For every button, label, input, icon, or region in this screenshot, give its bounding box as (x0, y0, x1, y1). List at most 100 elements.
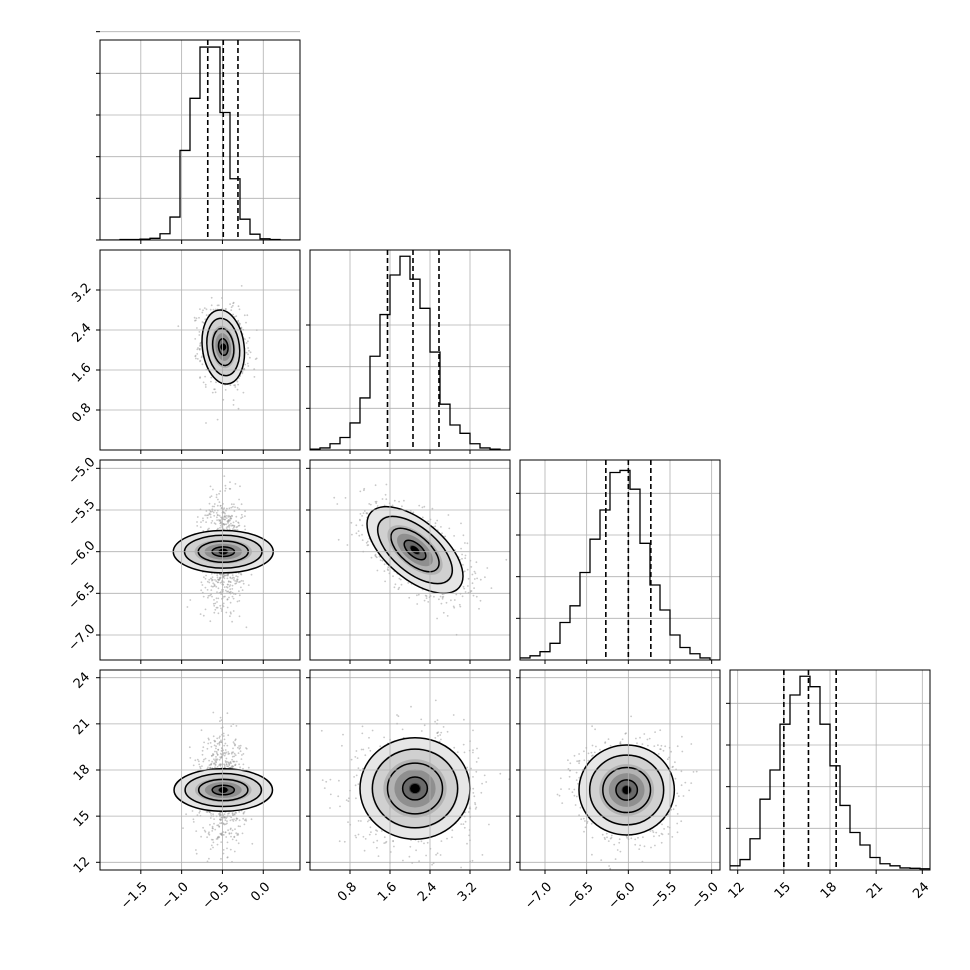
scatter-point (247, 340, 249, 343)
scatter-point (209, 811, 211, 814)
scatter-point (244, 363, 247, 366)
scatter-point (217, 612, 220, 615)
scatter-point (207, 514, 210, 517)
scatter-point (376, 839, 379, 842)
scatter-point (199, 613, 202, 615)
scatter-point (234, 384, 237, 387)
scatter-point (192, 821, 195, 823)
scatter-point (229, 766, 232, 769)
scatter-point (391, 504, 394, 507)
scatter-point (394, 583, 397, 586)
scatter-point (387, 566, 390, 569)
scatter-point (399, 578, 402, 581)
scatter-point (220, 507, 223, 509)
scatter-point (418, 860, 420, 862)
scatter-point (231, 755, 234, 758)
scatter-point (440, 731, 443, 734)
scatter-point (199, 765, 201, 768)
scatter-point (431, 863, 433, 866)
scatter-point (216, 516, 218, 519)
scatter-point (224, 823, 227, 826)
scatter-point (230, 503, 233, 506)
scatter-point (239, 825, 242, 828)
scatter-point (215, 745, 218, 748)
scatter-point (214, 602, 217, 605)
scatter-point (439, 734, 442, 736)
scatter-point (242, 391, 245, 394)
scatter-point (195, 852, 198, 855)
scatter-point (237, 842, 240, 845)
scatter-point (204, 318, 207, 321)
axes-frame (309, 249, 511, 451)
scatter-point (216, 504, 219, 507)
scatter-point (208, 502, 211, 505)
scatter-point (384, 493, 387, 496)
density-content (173, 711, 274, 880)
scatter-point (177, 325, 180, 328)
scatter-point (215, 597, 218, 600)
scatter-point (212, 735, 215, 738)
scatter-point (222, 518, 225, 521)
scatter-point (216, 843, 219, 846)
scatter-point (253, 376, 256, 378)
scatter-point (392, 575, 394, 578)
scatter-point (220, 857, 222, 860)
scatter-point (383, 836, 386, 839)
scatter-point (236, 506, 239, 509)
scatter-point (231, 620, 234, 623)
scatter-point (356, 757, 359, 759)
scatter-point (212, 711, 215, 714)
scatter-point (485, 781, 488, 783)
scatter-point (196, 521, 198, 523)
scatter-point (393, 586, 396, 589)
scatter-point (417, 593, 420, 596)
scatter-point (241, 589, 244, 591)
scatter-point (230, 835, 232, 838)
scatter-point (213, 583, 216, 586)
scatter-point (216, 574, 219, 577)
scatter-point (245, 342, 248, 344)
scatter-point (231, 818, 234, 821)
scatter-point (235, 515, 238, 518)
axes-frame (99, 669, 301, 871)
density-panel-0-1 (96, 249, 301, 454)
scatter-point (427, 520, 429, 523)
scatter-point (235, 832, 238, 835)
scatter-point (237, 752, 240, 754)
scatter-point (216, 601, 218, 603)
scatter-point (234, 754, 237, 757)
scatter-point (441, 597, 444, 600)
scatter-point (225, 878, 227, 880)
scatter-point (204, 514, 207, 517)
scatter-point (446, 730, 449, 733)
scatter-point (212, 511, 215, 514)
scatter-point (239, 485, 241, 488)
scatter-point (432, 862, 435, 865)
scatter-point (242, 763, 245, 766)
scatter-point (223, 738, 226, 741)
scatter-point (466, 568, 469, 571)
scatter-point (220, 607, 222, 610)
scatter-point (219, 720, 221, 723)
scatter-point (205, 574, 208, 577)
scatter-point (224, 749, 227, 751)
scatter-point (196, 516, 199, 518)
scatter-point (418, 504, 421, 507)
scatter-point (434, 699, 437, 702)
scatter-point (217, 581, 220, 584)
scatter-point (237, 305, 240, 308)
scatter-point (220, 516, 222, 519)
scatter-point (341, 744, 343, 747)
scatter-point (219, 764, 222, 767)
scatter-point (357, 530, 360, 532)
scatter-point (212, 308, 215, 311)
scatter-point (350, 758, 353, 761)
scatter-point (219, 756, 222, 758)
scatter-point (210, 813, 212, 815)
density-panel-0-2 (96, 459, 301, 664)
scatter-point (368, 503, 371, 505)
scatter-point (323, 787, 326, 789)
scatter-point (218, 744, 221, 746)
scatter-point (216, 418, 219, 421)
scatter-point (398, 577, 401, 580)
